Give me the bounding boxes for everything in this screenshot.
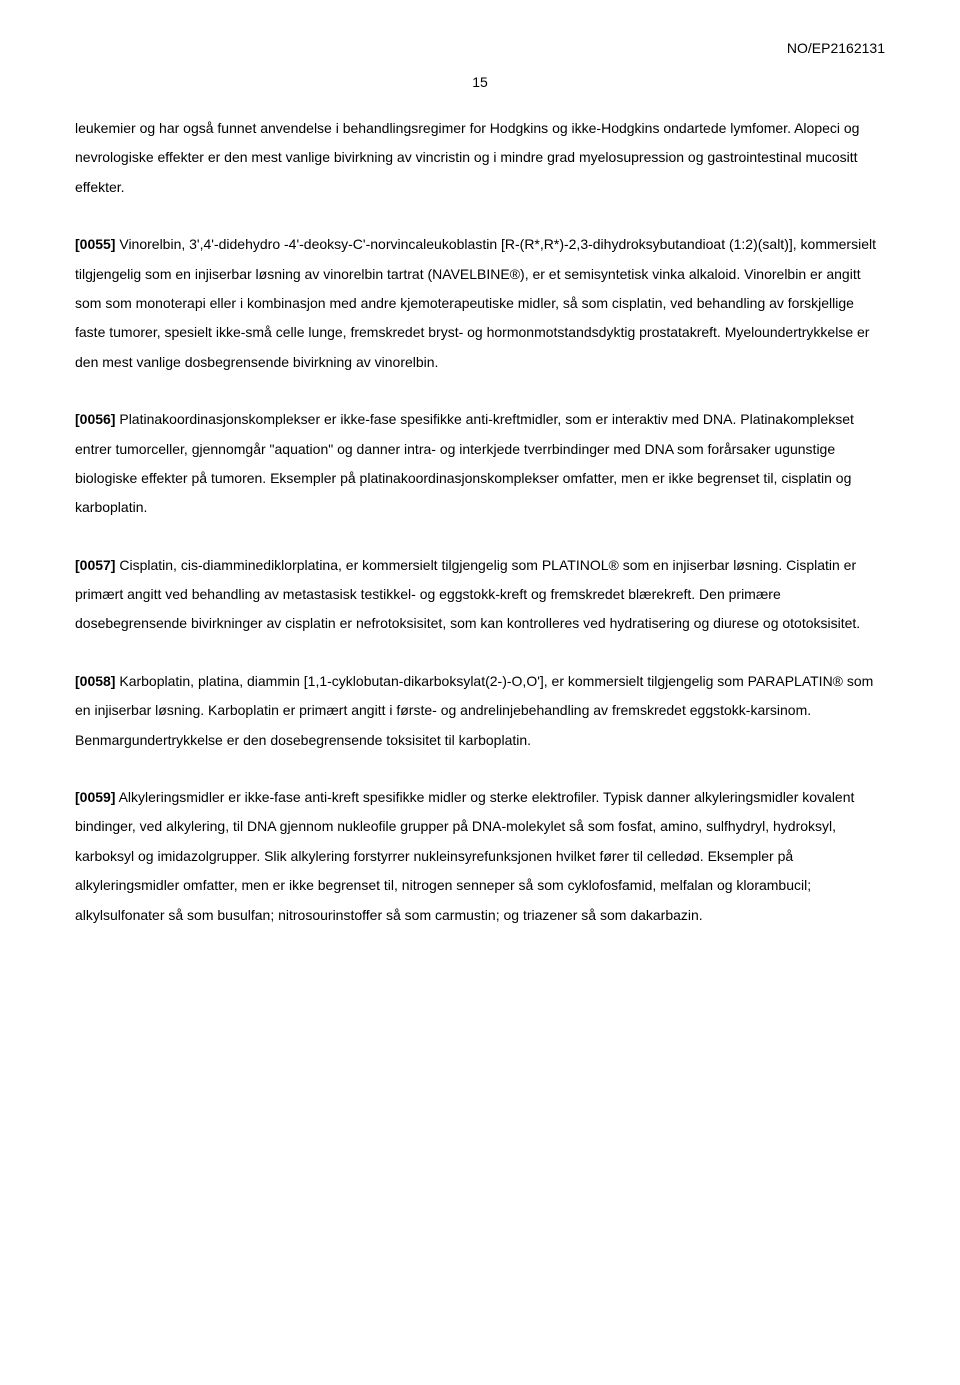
para-text-0056: Platinakoordinasjonskomplekser er ikke-f… — [75, 411, 854, 515]
para-ref-0058: [0058] — [75, 673, 115, 689]
para-ref-0059: [0059] — [75, 789, 115, 805]
page-number: 15 — [75, 74, 885, 90]
paragraph-0056: [0056] Platinakoordinasjonskomplekser er… — [75, 405, 885, 523]
paragraph-intro: leukemier og har også funnet anvendelse … — [75, 114, 885, 202]
para-text-0057: Cisplatin, cis-diamminediklorplatina, er… — [75, 557, 860, 632]
para-ref-0057: [0057] — [75, 557, 115, 573]
para-ref-0055: [0055] — [75, 236, 115, 252]
document-reference: NO/EP2162131 — [75, 40, 885, 56]
paragraph-0059: [0059] Alkyleringsmidler er ikke-fase an… — [75, 783, 885, 930]
paragraph-0057: [0057] Cisplatin, cis-diamminediklorplat… — [75, 551, 885, 639]
paragraph-0055: [0055] Vinorelbin, 3',4'-didehydro -4'-d… — [75, 230, 885, 377]
para-ref-0056: [0056] — [75, 411, 115, 427]
paragraph-0058: [0058] Karboplatin, platina, diammin [1,… — [75, 667, 885, 755]
para-text-0058: Karboplatin, platina, diammin [1,1-cyklo… — [75, 673, 873, 748]
document-page: NO/EP2162131 15 leukemier og har også fu… — [0, 0, 960, 998]
para-text-0055: Vinorelbin, 3',4'-didehydro -4'-deoksy-C… — [75, 236, 876, 370]
para-text-0059: Alkyleringsmidler er ikke-fase anti-kref… — [75, 789, 854, 923]
